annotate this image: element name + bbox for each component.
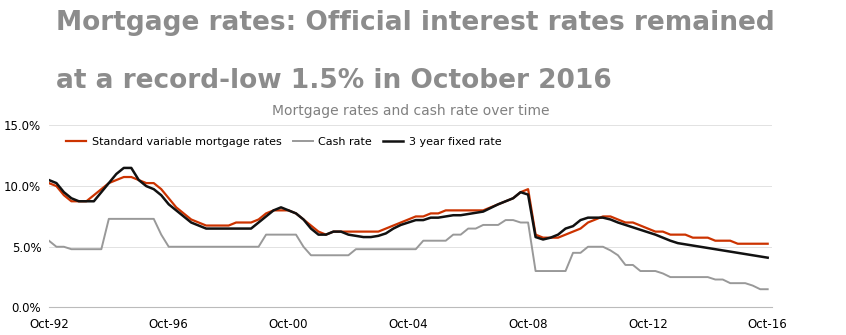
Text: Mortgage rates: Official interest rates remained: Mortgage rates: Official interest rates … [56,10,775,36]
Legend: Standard variable mortgage rates, Cash rate, 3 year fixed rate: Standard variable mortgage rates, Cash r… [62,132,506,151]
Text: at a record-low 1.5% in October 2016: at a record-low 1.5% in October 2016 [56,68,612,93]
Title: Mortgage rates and cash rate over time: Mortgage rates and cash rate over time [272,104,549,118]
